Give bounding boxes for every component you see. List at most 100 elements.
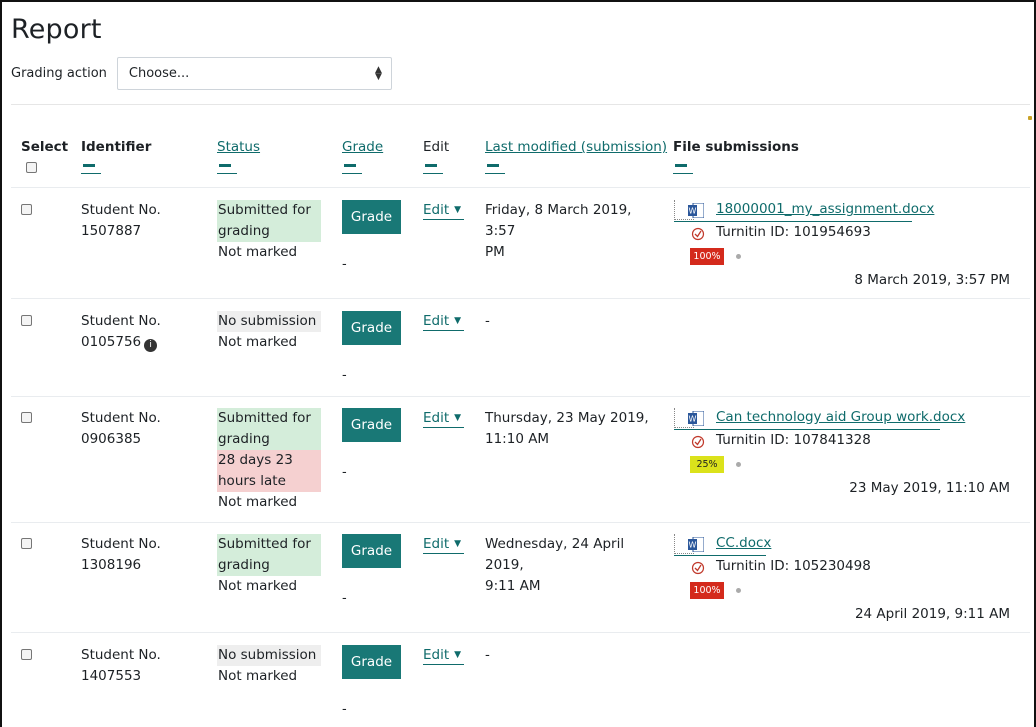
last-modified: Thursday, 23 May 2019, 11:10 AM bbox=[485, 410, 649, 447]
row-divider bbox=[11, 522, 1030, 523]
submission-status: No submission Not marked bbox=[217, 645, 321, 687]
column-header-edit-label: Edit bbox=[423, 139, 450, 155]
column-header-select-label: Select bbox=[21, 139, 69, 155]
status-submitted: Submitted for grading bbox=[217, 200, 321, 242]
identifier-label: Student No. bbox=[81, 410, 161, 426]
row-divider bbox=[11, 187, 1030, 188]
row-select-checkbox[interactable] bbox=[21, 315, 32, 326]
status-marking: Not marked bbox=[218, 578, 298, 594]
grade-value: - bbox=[342, 702, 347, 717]
edit-menu[interactable]: Edit ▼ bbox=[423, 202, 464, 220]
collapse-grade-icon[interactable] bbox=[342, 159, 362, 174]
grading-action-label: Grading action bbox=[11, 65, 107, 81]
header-divider bbox=[11, 104, 1030, 105]
submission-status: Submitted for grading Not marked bbox=[217, 534, 321, 597]
edit-menu[interactable]: Edit ▼ bbox=[423, 536, 464, 554]
tree-line bbox=[674, 534, 694, 554]
collapse-identifier-icon[interactable] bbox=[81, 159, 101, 174]
caret-down-icon: ▼ bbox=[454, 413, 462, 423]
grade-button[interactable]: Grade bbox=[342, 534, 401, 568]
file-link-underline bbox=[674, 555, 766, 556]
row-divider bbox=[11, 396, 1030, 397]
column-header-last-modified[interactable]: Last modified (submission) bbox=[485, 139, 667, 174]
column-header-identifier[interactable]: Identifier bbox=[81, 139, 151, 174]
status-marking: Not marked bbox=[218, 668, 298, 684]
status-no-submission: No submission bbox=[217, 311, 321, 332]
edit-menu[interactable]: Edit ▼ bbox=[423, 410, 464, 428]
submission-date: 8 March 2019, 3:57 PM bbox=[854, 272, 1010, 288]
edit-menu[interactable]: Edit ▼ bbox=[423, 647, 464, 665]
grade-button[interactable]: Grade bbox=[342, 200, 401, 234]
column-header-last-modified-label: Last modified (submission) bbox=[485, 139, 668, 155]
identifier-number: 0906385 bbox=[81, 431, 142, 447]
file-submission: W CC.docx Turnitin ID: 105230498 100% bbox=[674, 534, 1014, 604]
student-identifier: Student No. 1507887 bbox=[81, 200, 191, 242]
identifier-number: 0105756 bbox=[81, 334, 142, 350]
column-header-edit: Edit bbox=[423, 139, 449, 174]
similarity-score[interactable]: 100% bbox=[690, 582, 724, 599]
file-link[interactable]: 18000001_my_assignment.docx bbox=[716, 201, 935, 217]
column-header-status[interactable]: Status bbox=[217, 139, 260, 174]
similarity-score[interactable]: 25% bbox=[690, 456, 724, 473]
word-doc-icon: W bbox=[688, 203, 704, 218]
status-dot-icon bbox=[736, 588, 741, 593]
row-select-checkbox[interactable] bbox=[21, 204, 32, 215]
turnitin-icon bbox=[691, 227, 705, 241]
select-all-checkbox[interactable] bbox=[26, 162, 37, 173]
status-late: 28 days 23 hours late bbox=[217, 450, 321, 492]
grading-action-select[interactable]: Choose... ▲ ▼ bbox=[116, 56, 392, 90]
word-doc-icon: W bbox=[688, 411, 704, 426]
column-header-file-submissions: File submissions bbox=[673, 139, 799, 174]
grade-value: - bbox=[342, 465, 347, 480]
submission-status: Submitted for grading 28 days 23 hours lat… bbox=[217, 408, 321, 513]
caret-down-icon: ▼ bbox=[454, 539, 462, 549]
collapse-file-submissions-icon[interactable] bbox=[673, 159, 693, 174]
column-header-select: Select bbox=[21, 139, 68, 155]
status-submitted: Submitted for grading bbox=[217, 408, 321, 450]
file-link-underline bbox=[674, 221, 912, 222]
status-dot-icon bbox=[736, 254, 741, 259]
identifier-label: Student No. bbox=[81, 202, 161, 218]
caret-down-icon: ▼ bbox=[454, 316, 462, 326]
scroll-marker bbox=[1028, 116, 1032, 120]
edit-label: Edit bbox=[423, 536, 450, 552]
row-select-checkbox[interactable] bbox=[21, 649, 32, 660]
column-header-status-label: Status bbox=[217, 139, 261, 155]
submission-status: No submission Not marked bbox=[217, 311, 321, 353]
column-header-identifier-label: Identifier bbox=[81, 139, 152, 155]
file-link[interactable]: CC.docx bbox=[716, 535, 772, 551]
status-submitted: Submitted for grading bbox=[217, 534, 321, 576]
grade-button[interactable]: Grade bbox=[342, 311, 401, 345]
word-doc-icon: W bbox=[688, 537, 704, 552]
student-identifier: Student No. 0906385 bbox=[81, 408, 191, 450]
row-select-checkbox[interactable] bbox=[21, 412, 32, 423]
similarity-score[interactable]: 100% bbox=[690, 248, 724, 265]
identity-info-icon[interactable]: i bbox=[144, 339, 158, 352]
identifier-number: 1308196 bbox=[81, 557, 142, 573]
last-modified: Friday, 8 March 2019, 3:57 PM bbox=[485, 202, 632, 260]
column-header-grade[interactable]: Grade bbox=[342, 139, 383, 174]
column-header-grade-label: Grade bbox=[342, 139, 384, 155]
edit-menu[interactable]: Edit ▼ bbox=[423, 313, 464, 331]
grade-button[interactable]: Grade bbox=[342, 408, 401, 442]
collapse-last-modified-icon[interactable] bbox=[485, 159, 505, 174]
edit-label: Edit bbox=[423, 313, 450, 329]
collapse-edit-icon[interactable] bbox=[423, 159, 443, 174]
page-title: Report bbox=[11, 14, 102, 45]
grade-button[interactable]: Grade bbox=[342, 645, 401, 679]
turnitin-id: Turnitin ID: 107841328 bbox=[716, 432, 871, 448]
identifier-number: 1407553 bbox=[81, 668, 142, 684]
row-select-checkbox[interactable] bbox=[21, 538, 32, 549]
last-modified: - bbox=[485, 647, 490, 663]
submission-date: 24 April 2019, 9:11 AM bbox=[854, 606, 1010, 622]
grading-action-selected: Choose... bbox=[128, 65, 190, 81]
student-identifier: Student No. 0105756 i bbox=[81, 311, 191, 353]
svg-text:W: W bbox=[689, 207, 697, 216]
edit-label: Edit bbox=[423, 647, 450, 663]
student-identifier: Student No. 1308196 bbox=[81, 534, 191, 576]
file-link[interactable]: Can technology aid Group work.docx bbox=[716, 409, 966, 425]
collapse-status-icon[interactable] bbox=[217, 159, 237, 174]
turnitin-icon bbox=[691, 435, 705, 449]
grading-action-bar: Grading action Choose... ▲ ▼ bbox=[11, 56, 392, 90]
turnitin-id: Turnitin ID: 105230498 bbox=[716, 558, 871, 574]
